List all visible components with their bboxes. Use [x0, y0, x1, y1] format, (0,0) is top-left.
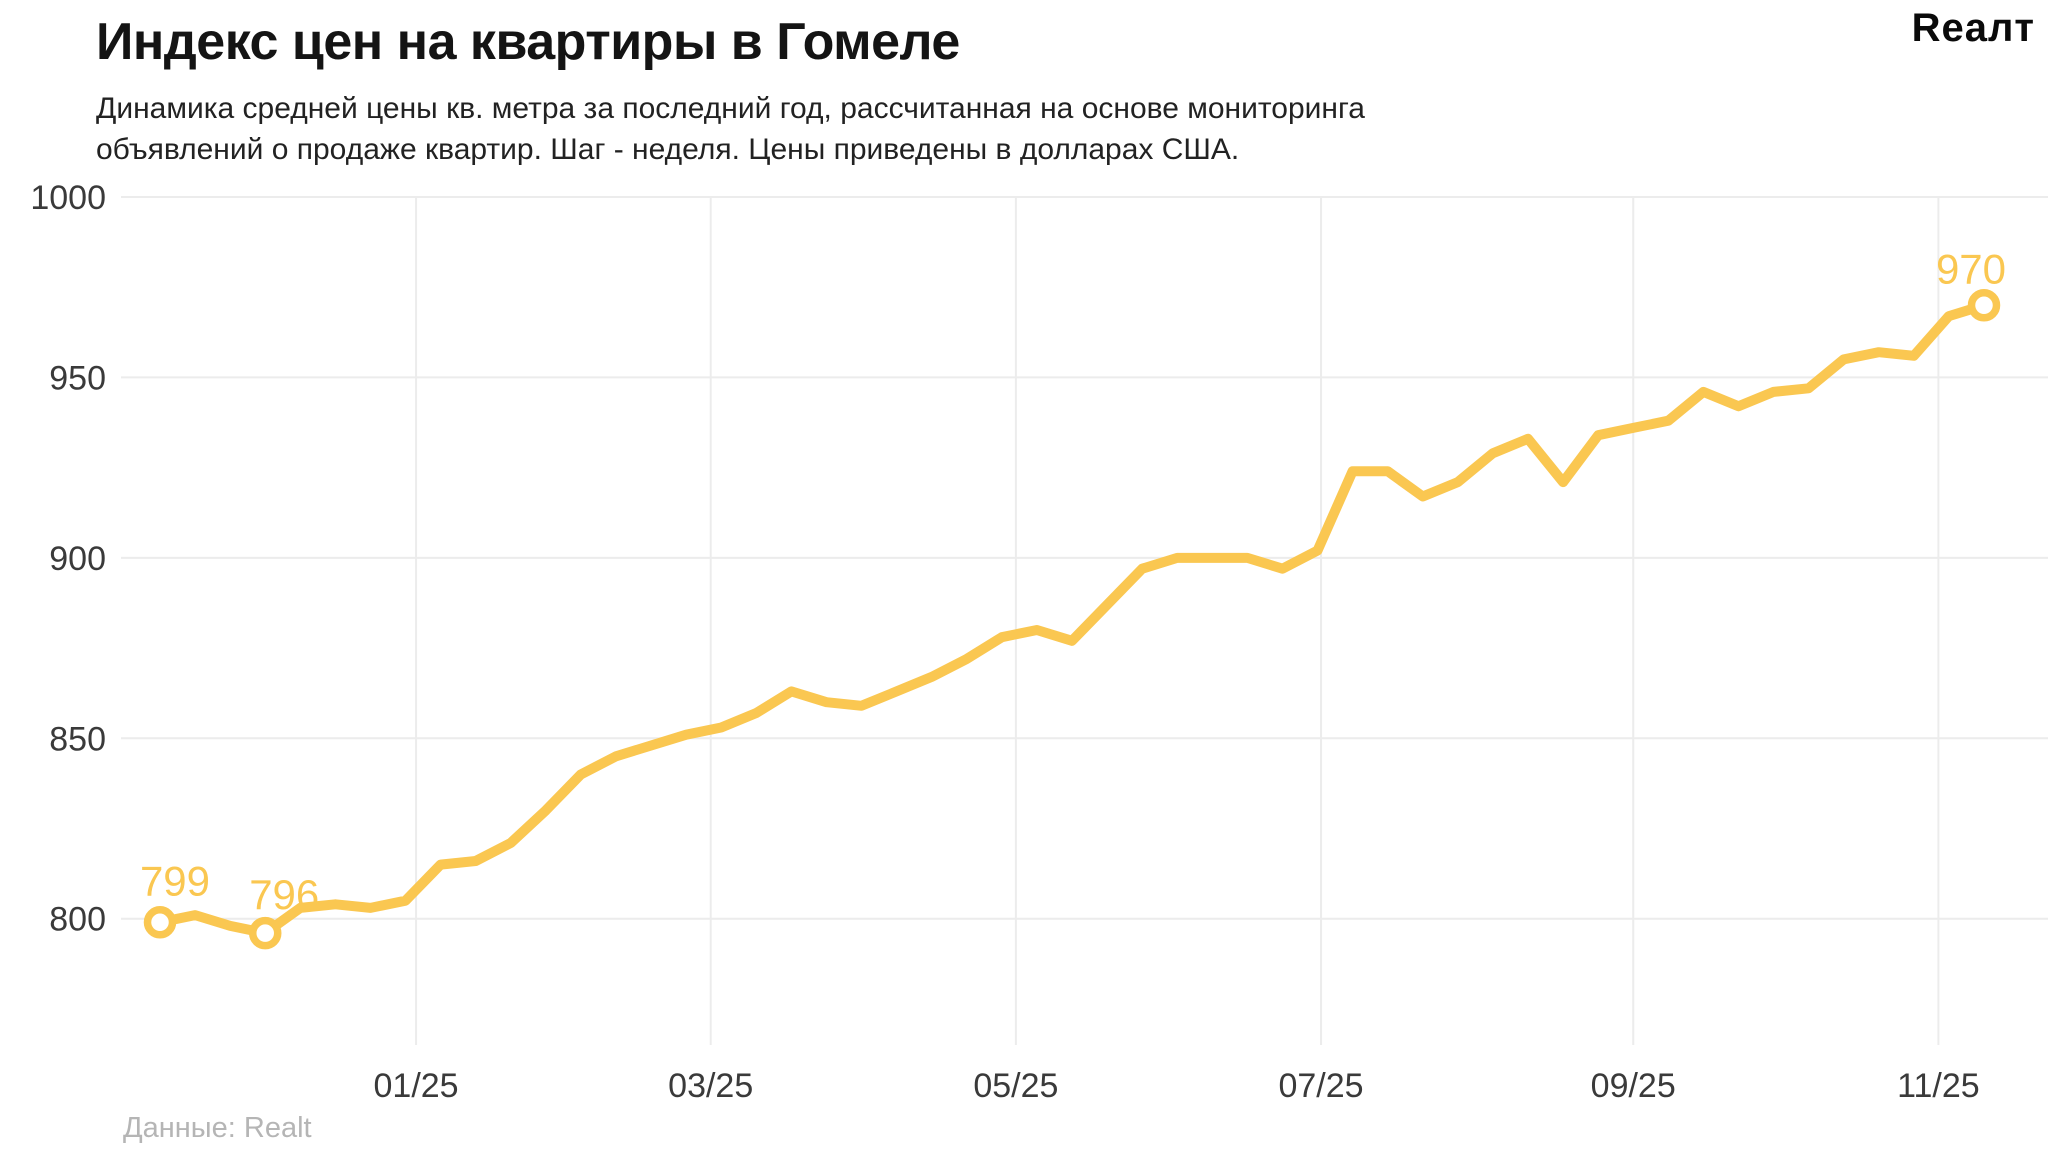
data-point-marker — [248, 916, 282, 950]
data-point-label: 799 — [140, 857, 210, 904]
y-tick-label: 800 — [49, 901, 106, 939]
data-point-label: 970 — [1936, 245, 2006, 292]
y-tick-label: 1000 — [30, 179, 106, 217]
chart-subtitle-line-1: Динамика средней цены кв. метра за после… — [96, 92, 1365, 125]
y-tick-label: 850 — [49, 720, 106, 758]
y-tick-label: 950 — [49, 359, 106, 397]
page-title: Индекс цен на квартиры в Гомеле — [96, 13, 960, 71]
price-line — [155, 300, 1989, 939]
chart-subtitle: Динамика средней цены кв. метра за после… — [96, 88, 1365, 170]
data-source: Данные: Realt — [123, 1112, 312, 1144]
x-tick-label: 03/25 — [668, 1067, 753, 1105]
x-tick-label: 01/25 — [374, 1067, 459, 1105]
chart-subtitle-line-2: объявлений о продаже квартир. Шаг - неде… — [96, 133, 1240, 166]
x-tick-label: 09/25 — [1591, 1067, 1676, 1105]
y-tick-label: 900 — [49, 540, 106, 578]
realt-logo: Reaлт — [1911, 6, 2035, 50]
data-point-marker — [143, 906, 177, 939]
x-tick-label: 11/25 — [1897, 1067, 1980, 1105]
x-tick-label: 05/25 — [973, 1067, 1058, 1105]
data-point-marker — [1967, 289, 2001, 322]
data-point-label: 796 — [249, 871, 319, 918]
x-tick-label: 07/25 — [1278, 1067, 1363, 1105]
